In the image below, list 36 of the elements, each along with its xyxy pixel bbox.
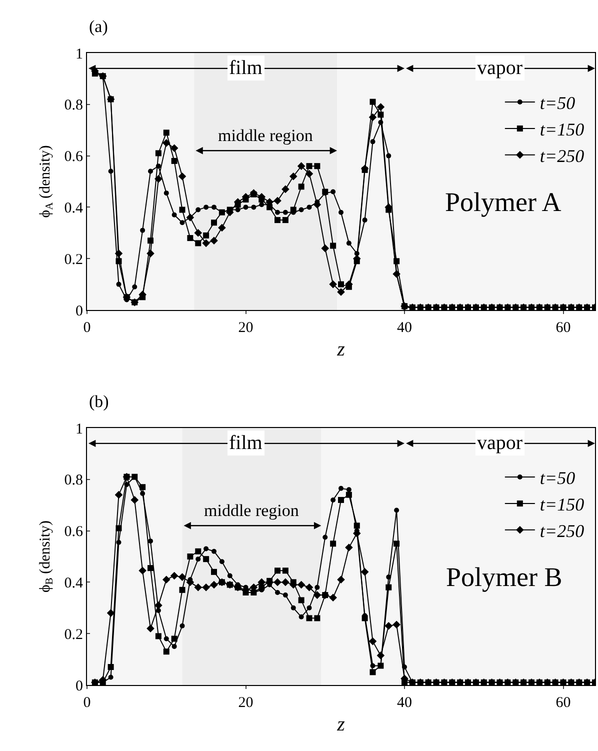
y-tick-label: 0.8 [64,98,83,114]
x-tick-label: 40 [397,320,412,336]
legend-label: t=150 [540,119,584,140]
x-axis-title: z [336,714,346,736]
legend-label: t=250 [540,146,584,166]
band-label: middle region [204,501,300,520]
y-tick-label: 0.2 [64,252,83,268]
y-tick-label: 0.4 [64,200,84,216]
y-tick-label: 0.2 [64,626,83,643]
legend-label: t=150 [540,494,584,514]
y-tick-label: 1 [76,421,83,438]
y-tick-label: 0 [76,303,83,320]
y-tick-label: 0 [76,678,83,694]
x-tick-label: 20 [238,695,254,711]
y-tick-label: 0.8 [64,472,83,489]
band-label: middle region [218,126,314,145]
y-tick-label: 1 [76,46,83,62]
y-tick-label: 0.6 [64,149,84,166]
x-tick-label: 60 [556,695,571,711]
y-tick-label: 0.4 [64,575,84,592]
legend-label: t=250 [540,520,584,541]
x-tick-label: 40 [397,695,412,711]
x-axis-title: z [336,338,346,360]
annotation: Polymer A [445,187,562,217]
band-label: film [229,57,263,79]
legend-label: t=50 [540,93,576,114]
legend-label: t=50 [540,468,576,488]
band-label: film [229,432,263,454]
band-label: vapor [477,57,523,79]
annotation: Polymer B [446,562,562,592]
band-label: vapor [477,432,523,454]
x-tick-label: 20 [238,320,254,336]
x-tick-label: 60 [556,320,571,336]
text: (b) [89,392,109,411]
text: (a) [89,17,108,36]
y-tick-label: 0.6 [64,524,84,540]
